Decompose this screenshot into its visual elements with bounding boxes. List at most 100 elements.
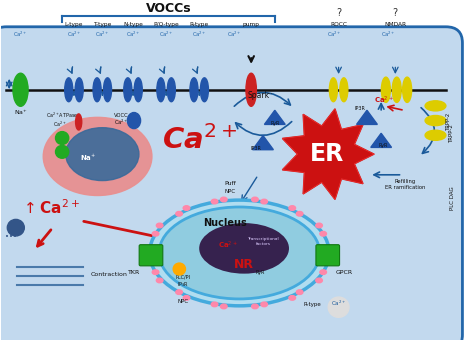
Text: Ca$^{2+}$: Ca$^{2+}$	[327, 30, 341, 39]
Ellipse shape	[199, 223, 289, 273]
Polygon shape	[253, 136, 273, 150]
Text: RyR: RyR	[379, 143, 388, 148]
Ellipse shape	[190, 78, 198, 102]
Ellipse shape	[261, 199, 267, 204]
Text: Ca$^{2+}$: Ca$^{2+}$	[53, 119, 67, 129]
Text: Ca$^{2+}$: Ca$^{2+}$	[192, 30, 207, 39]
Ellipse shape	[183, 296, 190, 300]
Ellipse shape	[13, 73, 28, 106]
Circle shape	[328, 297, 349, 317]
Text: NR: NR	[234, 258, 254, 271]
Ellipse shape	[425, 130, 446, 140]
Ellipse shape	[146, 255, 152, 260]
Text: ER: ER	[310, 142, 344, 166]
Ellipse shape	[252, 304, 258, 309]
Ellipse shape	[289, 296, 296, 300]
Ellipse shape	[220, 304, 227, 309]
Ellipse shape	[93, 78, 101, 102]
Circle shape	[7, 219, 24, 236]
Ellipse shape	[382, 77, 391, 102]
Ellipse shape	[66, 128, 139, 180]
Circle shape	[173, 263, 185, 275]
Ellipse shape	[76, 114, 82, 130]
Text: Na$^{+}$: Na$^{+}$	[80, 153, 96, 163]
Ellipse shape	[402, 77, 411, 102]
Text: IP3R: IP3R	[355, 106, 365, 112]
Text: RyR: RyR	[270, 121, 280, 126]
Ellipse shape	[252, 197, 258, 202]
Text: IP$_3$R: IP$_3$R	[177, 280, 189, 289]
Ellipse shape	[167, 78, 175, 102]
Text: Ca$^{2+}$: Ca$^{2+}$	[159, 30, 173, 39]
Ellipse shape	[327, 246, 333, 251]
Ellipse shape	[176, 290, 182, 294]
Ellipse shape	[340, 78, 348, 102]
Text: R-type: R-type	[304, 302, 321, 307]
Text: ROCC: ROCC	[330, 22, 347, 27]
Text: NPC: NPC	[177, 299, 188, 303]
Ellipse shape	[316, 223, 322, 228]
Text: VOCC: VOCC	[114, 113, 128, 118]
Text: PLC/PI: PLC/PI	[175, 274, 190, 279]
Text: ?: ?	[393, 8, 398, 18]
Text: PLC DAG: PLC DAG	[449, 186, 455, 210]
Ellipse shape	[75, 78, 83, 102]
Polygon shape	[283, 109, 374, 199]
Text: Contraction: Contraction	[91, 272, 128, 277]
Text: Ca$^{2+}$: Ca$^{2+}$	[13, 30, 28, 39]
Text: R-type: R-type	[190, 22, 209, 27]
Circle shape	[55, 145, 69, 158]
Text: TRPP-2: TRPP-2	[449, 124, 455, 143]
Text: RyR: RyR	[256, 270, 265, 275]
Ellipse shape	[43, 117, 152, 195]
Ellipse shape	[128, 113, 141, 129]
Ellipse shape	[159, 207, 319, 299]
Ellipse shape	[296, 290, 303, 294]
Ellipse shape	[65, 78, 73, 102]
Text: Spark: Spark	[247, 91, 269, 100]
Ellipse shape	[327, 255, 333, 260]
Ellipse shape	[425, 101, 446, 111]
Text: pump: pump	[243, 22, 260, 27]
Text: Refilling
ER ramification: Refilling ER ramification	[384, 179, 425, 190]
Text: VOCCs: VOCCs	[146, 2, 191, 15]
Ellipse shape	[246, 73, 256, 106]
Ellipse shape	[156, 223, 163, 228]
Text: Ca$^{2+}$: Ca$^{2+}$	[218, 240, 237, 251]
Polygon shape	[356, 110, 377, 124]
Ellipse shape	[289, 206, 296, 210]
Text: Ca$^{2+}$: Ca$^{2+}$	[381, 30, 396, 39]
Text: Ca$^{2+}$: Ca$^{2+}$	[374, 95, 393, 106]
Text: NPC: NPC	[224, 189, 236, 194]
Text: Na$^{+}$: Na$^{+}$	[14, 108, 27, 117]
Ellipse shape	[329, 78, 337, 102]
Ellipse shape	[392, 77, 401, 102]
Text: ...: ...	[266, 89, 273, 95]
Text: P/Q-type: P/Q-type	[153, 22, 179, 27]
Text: Nucleus: Nucleus	[203, 218, 247, 228]
Ellipse shape	[134, 78, 142, 102]
Ellipse shape	[103, 78, 111, 102]
Ellipse shape	[220, 197, 227, 202]
Text: $\uparrow$Ca$^{2+}$: $\uparrow$Ca$^{2+}$	[21, 198, 80, 217]
Ellipse shape	[183, 206, 190, 210]
Ellipse shape	[320, 232, 327, 236]
FancyBboxPatch shape	[139, 245, 163, 266]
Text: Ca$^{2+}$: Ca$^{2+}$	[126, 30, 140, 39]
Text: Puff: Puff	[224, 181, 236, 186]
Text: L-type: L-type	[64, 22, 83, 27]
Text: Ca$^{2+}$: Ca$^{2+}$	[114, 118, 128, 128]
Text: T-type: T-type	[93, 22, 111, 27]
Ellipse shape	[316, 278, 322, 283]
Text: Ca$^{2+}$: Ca$^{2+}$	[66, 30, 82, 39]
Ellipse shape	[156, 278, 163, 283]
Text: IP3R: IP3R	[250, 146, 261, 150]
Ellipse shape	[124, 78, 132, 102]
Text: Ca$^{2+}$: Ca$^{2+}$	[227, 30, 242, 39]
Text: •••: •••	[5, 234, 17, 240]
Ellipse shape	[425, 116, 446, 125]
Ellipse shape	[261, 302, 267, 307]
FancyBboxPatch shape	[316, 245, 339, 266]
Polygon shape	[264, 110, 285, 124]
Text: Ca$^{2+}$ATPase: Ca$^{2+}$ATPase	[46, 110, 78, 120]
